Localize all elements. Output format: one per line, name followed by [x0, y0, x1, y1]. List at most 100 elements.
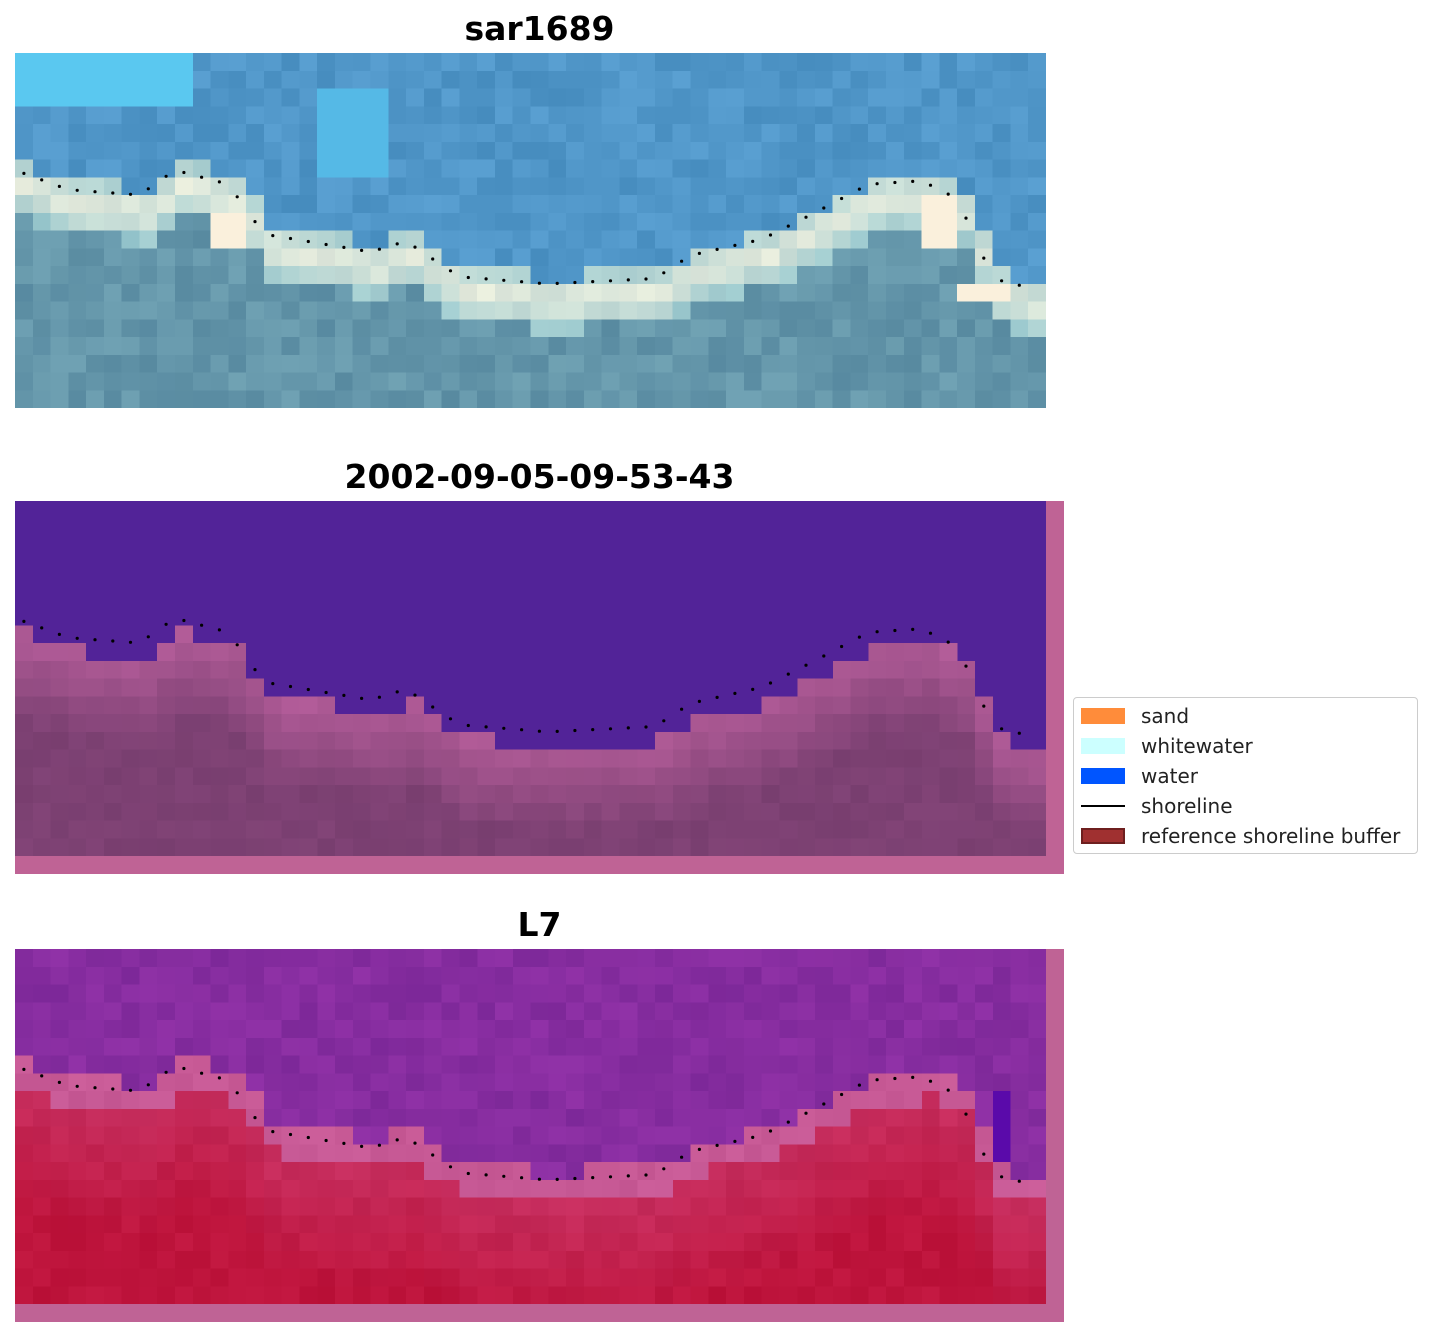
shoreline-point-31 [573, 1176, 577, 1181]
shoreline-point-26 [484, 1173, 488, 1177]
shoreline-points-2 [22, 618, 1021, 735]
shoreline-point-55 [1000, 727, 1004, 731]
shoreline-point-47 [857, 187, 862, 191]
shoreline-points-1 [22, 170, 1021, 287]
shoreline-point-5 [111, 1087, 115, 1091]
shoreline-point-39 [715, 247, 719, 251]
shoreline-point-18 [342, 1141, 346, 1145]
shoreline-point-33 [608, 279, 613, 283]
shoreline-point-30 [555, 1177, 559, 1181]
classified-image [15, 501, 1064, 874]
buffer-swatch [1081, 828, 1125, 844]
shoreline-point-49 [893, 628, 897, 633]
shoreline-point-18 [342, 245, 346, 249]
shoreline-point-1 [40, 626, 44, 630]
shoreline-point-54 [982, 1152, 986, 1156]
shoreline-point-38 [697, 1147, 702, 1151]
shoreline-point-13 [253, 668, 257, 672]
shoreline-point-2 [57, 184, 62, 188]
shoreline-point-38 [697, 699, 702, 703]
shoreline-point-50 [911, 179, 915, 183]
shoreline-point-8 [164, 1070, 168, 1074]
shoreline-point-23 [431, 1153, 435, 1157]
shoreline-point-16 [306, 687, 310, 692]
shoreline-point-27 [502, 278, 506, 282]
shoreline-point-55 [1000, 279, 1004, 283]
shoreline-point-53 [964, 664, 968, 668]
shoreline-point-46 [840, 196, 844, 201]
shoreline-point-24 [448, 717, 453, 721]
shoreline-point-15 [288, 684, 293, 689]
shoreline-point-20 [377, 247, 381, 251]
shoreline-point-46 [840, 644, 844, 649]
shoreline-point-9 [182, 618, 186, 623]
shoreline-point-5 [111, 191, 115, 195]
shoreline-point-48 [875, 1078, 879, 1082]
shoreline-point-48 [875, 182, 879, 186]
shoreline-point-27 [502, 1174, 506, 1178]
shoreline-point-7 [146, 187, 150, 191]
shoreline-point-22 [413, 693, 417, 697]
shoreline-point-32 [591, 1176, 595, 1180]
shoreline-point-12 [235, 1091, 239, 1095]
shoreline-point-20 [377, 1143, 381, 1147]
shoreline-point-56 [1017, 1179, 1021, 1183]
shoreline-point-31 [573, 728, 577, 733]
shoreline-point-54 [982, 256, 986, 260]
shoreline-point-47 [857, 635, 862, 639]
image-panel-classified [15, 501, 1064, 874]
shoreline-point-51 [928, 183, 933, 187]
shoreline-point-53 [964, 216, 968, 220]
shoreline-point-54 [982, 704, 986, 708]
legend-label-water: water [1141, 764, 1198, 788]
shoreline-point-14 [271, 682, 275, 686]
panel-title-3: L7 [517, 905, 562, 944]
shoreline-point-56 [1017, 283, 1021, 287]
shoreline-point-36 [662, 271, 666, 275]
index-image [15, 949, 1064, 1322]
shoreline-point-52 [946, 640, 950, 644]
shoreline-point-17 [324, 242, 328, 247]
shoreline-point-11 [217, 180, 221, 184]
shoreline-point-4 [93, 190, 97, 194]
image-panel-index [15, 949, 1064, 1322]
shoreline-point-29 [537, 1177, 542, 1181]
shoreline-point-10 [200, 175, 204, 179]
shoreline-point-26 [484, 277, 488, 281]
shoreline-point-21 [395, 1138, 399, 1142]
shoreline-point-52 [946, 192, 950, 196]
shoreline-point-56 [1017, 731, 1021, 735]
shoreline-point-35 [644, 725, 648, 729]
shoreline-point-4 [93, 1086, 97, 1090]
shoreline-point-34 [626, 278, 630, 282]
shoreline-points-3 [22, 1066, 1021, 1183]
shoreline-point-3 [75, 636, 79, 640]
shoreline-point-8 [164, 174, 168, 178]
shoreline-point-55 [1000, 1175, 1004, 1179]
legend: sand whitewater water shoreline referenc… [1073, 697, 1418, 854]
shoreline-point-2 [57, 1080, 62, 1084]
shoreline-point-30 [555, 729, 559, 733]
shoreline-point-28 [520, 1176, 524, 1180]
shoreline-point-29 [537, 729, 542, 733]
shoreline-point-9 [182, 170, 186, 175]
shoreline-point-10 [200, 623, 204, 627]
shoreline-point-49 [893, 180, 897, 185]
shoreline-point-41 [751, 239, 755, 243]
shoreline-point-43 [786, 672, 790, 676]
shoreline-point-13 [253, 220, 257, 224]
shoreline-point-39 [715, 1143, 719, 1147]
shoreline-point-8 [164, 622, 168, 626]
shoreline-point-1 [40, 1074, 44, 1078]
shoreline-point-3 [75, 188, 79, 192]
shoreline-point-43 [786, 224, 790, 228]
shoreline-point-40 [733, 243, 737, 247]
shoreline-point-47 [857, 1083, 862, 1087]
shoreline-point-34 [626, 726, 630, 730]
shoreline-point-13 [253, 1116, 257, 1120]
whitewater-swatch [1081, 738, 1125, 754]
shoreline-point-42 [768, 681, 773, 685]
shoreline-point-45 [822, 654, 826, 658]
shoreline-point-19 [360, 696, 364, 700]
shoreline-point-30 [555, 281, 559, 285]
